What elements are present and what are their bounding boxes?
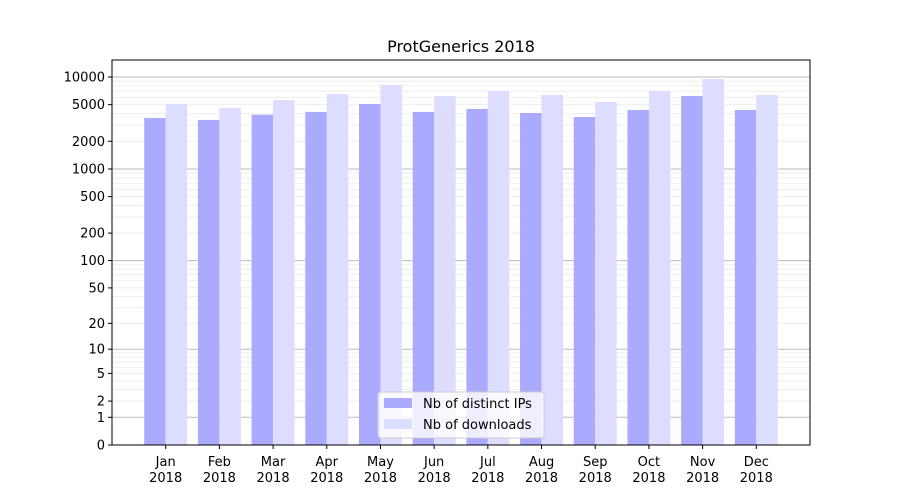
bar-ips xyxy=(681,96,703,446)
y-tick-label: 1 xyxy=(97,411,105,426)
y-tick-label: 5 xyxy=(97,367,105,382)
x-tick-label: Jul 2018 xyxy=(471,455,504,486)
y-tick-label: 20 xyxy=(88,317,105,332)
y-tick-label: 10000 xyxy=(64,70,105,85)
bar-ips xyxy=(466,108,488,445)
bar-downloads xyxy=(595,101,617,446)
x-tick-label: Aug 2018 xyxy=(525,455,558,486)
x-tick-label: May 2018 xyxy=(364,455,397,486)
x-tick-label: Sep 2018 xyxy=(579,455,612,486)
bar-ips xyxy=(305,111,327,445)
bar-ips xyxy=(144,118,166,445)
bar-ips xyxy=(251,114,274,445)
x-tick-label: Feb 2018 xyxy=(203,455,236,486)
x-tick-label: Oct 2018 xyxy=(632,455,665,486)
bar-downloads xyxy=(165,103,188,445)
y-tick-label: 200 xyxy=(80,227,105,242)
legend-label-ips: Nb of distinct IPs xyxy=(423,397,532,412)
bar-ips xyxy=(627,109,649,446)
bar-ips xyxy=(573,117,596,445)
chart-title: ProtGenerics 2018 xyxy=(387,37,535,56)
y-tick-label: 500 xyxy=(80,190,105,205)
legend: Nb of distinct IPs Nb of downloads xyxy=(377,391,545,439)
x-tick-label: Dec 2018 xyxy=(740,455,773,486)
bar-downloads xyxy=(380,84,402,446)
y-tick-label: 5000 xyxy=(72,98,105,113)
y-tick-label: 2000 xyxy=(72,135,105,150)
bar-ips xyxy=(412,111,435,445)
bar-downloads xyxy=(434,96,456,446)
y-tick-label: 100 xyxy=(80,254,105,269)
x-tick-label: Mar 2018 xyxy=(257,455,290,486)
y-tick-label: 1000 xyxy=(72,162,105,177)
bar-downloads xyxy=(648,91,671,445)
x-tick-label: Apr 2018 xyxy=(310,455,343,486)
bar-downloads xyxy=(273,100,295,446)
y-tick-label: 10 xyxy=(88,343,105,358)
bar-downloads xyxy=(756,95,778,445)
y-tick-label: 50 xyxy=(88,281,105,296)
bar-downloads xyxy=(487,91,510,445)
bar-downloads xyxy=(702,78,725,446)
y-tick-label: 2 xyxy=(97,395,105,410)
x-tick-label: Nov 2018 xyxy=(686,455,719,486)
x-tick-label: Jan 2018 xyxy=(149,455,182,486)
legend-swatch-downloads xyxy=(384,419,412,429)
legend-swatch-ips xyxy=(384,398,412,408)
bar-ips xyxy=(734,109,757,446)
x-tick-label: Jun 2018 xyxy=(418,455,451,486)
bar-ips xyxy=(197,119,220,445)
bar-ips xyxy=(358,103,381,445)
bar-downloads xyxy=(326,94,349,445)
plot-frame xyxy=(111,59,811,446)
bar-downloads xyxy=(219,108,241,445)
bar-ips xyxy=(520,113,542,445)
y-tick-label: 0 xyxy=(97,439,105,454)
bar-downloads xyxy=(541,95,564,445)
legend-label-downloads: Nb of downloads xyxy=(423,418,532,433)
